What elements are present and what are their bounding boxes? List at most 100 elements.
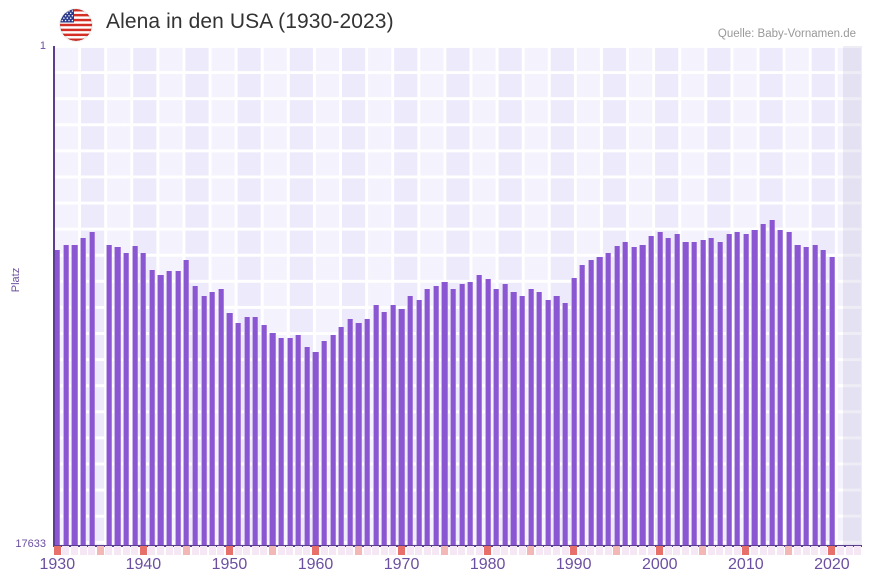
- bar[interactable]: [475, 275, 483, 546]
- bar[interactable]: [605, 253, 612, 546]
- bar[interactable]: [751, 229, 758, 546]
- bar[interactable]: [148, 269, 156, 546]
- bar[interactable]: [561, 303, 569, 546]
- bar[interactable]: [682, 241, 689, 546]
- bar[interactable]: [536, 292, 543, 546]
- bar[interactable]: [828, 256, 835, 546]
- bar[interactable]: [174, 271, 181, 546]
- bar[interactable]: [88, 231, 95, 546]
- bar[interactable]: [312, 351, 319, 546]
- bar[interactable]: [183, 260, 190, 546]
- x-axis-tick: [802, 546, 810, 555]
- x-axis-tick: [750, 546, 758, 555]
- bar[interactable]: [303, 347, 310, 546]
- bar[interactable]: [450, 288, 457, 546]
- bar[interactable]: [234, 322, 242, 546]
- bar[interactable]: [54, 249, 61, 546]
- bar[interactable]: [166, 271, 173, 546]
- bar[interactable]: [570, 277, 577, 546]
- bar[interactable]: [527, 288, 534, 546]
- bar[interactable]: [217, 288, 224, 546]
- bar[interactable]: [355, 322, 362, 546]
- bar[interactable]: [389, 305, 397, 546]
- bar[interactable]: [656, 231, 663, 546]
- bar[interactable]: [587, 260, 594, 546]
- bar[interactable]: [226, 313, 233, 546]
- bar[interactable]: [157, 275, 164, 546]
- x-axis-label: 1930: [39, 556, 76, 573]
- bar[interactable]: [277, 338, 285, 546]
- bar[interactable]: [510, 292, 517, 546]
- bar[interactable]: [553, 296, 560, 546]
- bar[interactable]: [398, 309, 405, 546]
- bar[interactable]: [415, 300, 422, 546]
- bar[interactable]: [131, 245, 138, 546]
- bar[interactable]: [381, 311, 388, 546]
- bar[interactable]: [62, 245, 69, 546]
- bar[interactable]: [321, 341, 328, 546]
- bar[interactable]: [691, 241, 698, 546]
- bar[interactable]: [243, 317, 250, 546]
- bar[interactable]: [114, 247, 121, 546]
- bar[interactable]: [424, 288, 431, 546]
- bar[interactable]: [338, 326, 345, 546]
- bar[interactable]: [140, 253, 147, 546]
- bar[interactable]: [768, 219, 775, 546]
- bar[interactable]: [346, 319, 353, 546]
- bar[interactable]: [596, 256, 603, 546]
- bar[interactable]: [329, 335, 336, 546]
- x-axis-label: 2010: [728, 556, 764, 573]
- bar[interactable]: [80, 237, 87, 546]
- bar[interactable]: [622, 241, 629, 546]
- bar[interactable]: [407, 296, 414, 546]
- bar[interactable]: [441, 281, 448, 546]
- bar[interactable]: [716, 241, 724, 546]
- x-axis-tick: [828, 546, 836, 555]
- bar[interactable]: [613, 245, 620, 546]
- bar[interactable]: [200, 296, 207, 546]
- bar[interactable]: [742, 233, 749, 546]
- bar[interactable]: [777, 229, 784, 546]
- bar[interactable]: [665, 237, 672, 546]
- x-axis-tick: [268, 546, 276, 555]
- bar[interactable]: [467, 281, 474, 546]
- bar[interactable]: [518, 296, 526, 546]
- bar[interactable]: [802, 247, 810, 546]
- bar[interactable]: [785, 231, 792, 546]
- bar[interactable]: [286, 338, 293, 546]
- bar[interactable]: [699, 239, 706, 546]
- bar[interactable]: [432, 286, 440, 546]
- bar[interactable]: [269, 333, 276, 546]
- x-axis-tick: [311, 546, 319, 555]
- bar[interactable]: [484, 279, 491, 546]
- bar[interactable]: [579, 264, 586, 546]
- bar[interactable]: [260, 324, 267, 546]
- bar[interactable]: [364, 319, 371, 546]
- x-axis-tick: [182, 546, 190, 555]
- bar[interactable]: [820, 249, 827, 546]
- bar[interactable]: [639, 245, 646, 546]
- bar[interactable]: [252, 317, 259, 546]
- bar[interactable]: [123, 253, 130, 546]
- bar[interactable]: [372, 305, 379, 546]
- bar[interactable]: [734, 231, 741, 546]
- bar[interactable]: [708, 237, 715, 546]
- bar[interactable]: [544, 300, 551, 546]
- bar[interactable]: [759, 224, 767, 546]
- bar[interactable]: [191, 286, 199, 546]
- bar[interactable]: [209, 292, 216, 546]
- bar[interactable]: [630, 247, 638, 546]
- bar[interactable]: [295, 335, 302, 546]
- bar[interactable]: [673, 233, 681, 546]
- bar[interactable]: [794, 245, 801, 546]
- bar[interactable]: [811, 245, 818, 546]
- x-axis-tick: [355, 546, 363, 555]
- bar[interactable]: [725, 233, 732, 546]
- bar[interactable]: [493, 288, 500, 546]
- bar[interactable]: [458, 284, 465, 546]
- x-axis-label: 2020: [814, 556, 850, 573]
- bar[interactable]: [501, 284, 508, 546]
- bar[interactable]: [71, 245, 78, 546]
- bar[interactable]: [105, 245, 113, 546]
- bar[interactable]: [648, 235, 655, 546]
